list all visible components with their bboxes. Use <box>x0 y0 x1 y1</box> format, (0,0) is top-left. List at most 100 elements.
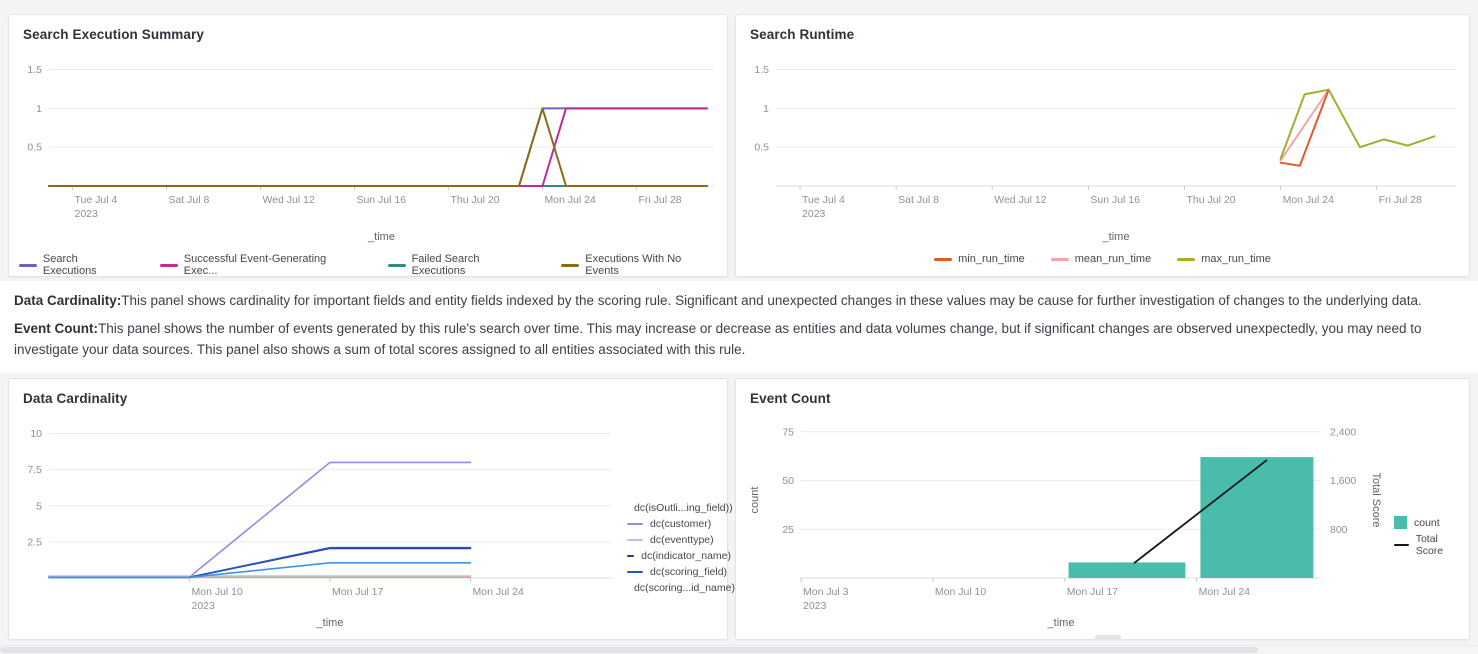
svg-text:Mon Jul 24: Mon Jul 24 <box>1283 194 1335 206</box>
legend-item-mean-run-time[interactable]: mean_run_time <box>1050 253 1151 265</box>
description-panel: Data Cardinality:This panel shows cardin… <box>0 281 1478 373</box>
svg-text:Fri Jul 28: Fri Jul 28 <box>638 194 681 206</box>
svg-text:Mon Jul 10: Mon Jul 10 <box>935 586 987 598</box>
panel-search-execution-summary: Search Execution Summary 0.5 1 1.5 Tue Jul … <box>8 14 728 277</box>
svg-text:Mon Jul 17: Mon Jul 17 <box>332 586 384 598</box>
legend-label: dc(indicator_name) <box>641 550 731 562</box>
svg-text:count: count <box>749 487 761 514</box>
panel-search-runtime: Search Runtime 0.5 1 1.5 Tue Jul 4 2023 Sat J… <box>735 14 1470 277</box>
svg-text:Wed Jul 12: Wed Jul 12 <box>994 194 1046 206</box>
legend-item-failed-executions[interactable]: Failed Search Executions <box>387 253 536 277</box>
panel-title: Search Runtime <box>750 27 855 42</box>
legend: Search Executions Successful Event-Gener… <box>19 253 717 277</box>
data-cardinality-description-text: This panel shows cardinality for importa… <box>121 293 1422 308</box>
legend-item-search-executions[interactable]: Search Executions <box>19 253 134 277</box>
series-swatch <box>934 257 953 261</box>
svg-text:Tue Jul 4: Tue Jul 4 <box>802 194 845 206</box>
svg-text:25: 25 <box>782 524 794 536</box>
legend-item-dc-scoring-field[interactable]: dc(scoring_field) <box>627 566 731 578</box>
legend: count Total Score <box>1394 516 1464 557</box>
svg-text:800: 800 <box>1330 524 1348 536</box>
svg-text:0.5: 0.5 <box>754 142 769 154</box>
svg-text:Sat Jul 8: Sat Jul 8 <box>898 194 939 206</box>
svg-text:7.5: 7.5 <box>27 464 42 476</box>
event-count-description-text: This panel shows the number of events ge… <box>14 320 1422 357</box>
panel-data-cardinality: Data Cardinality 2.5 5 7.5 10 Mon Jul 10 2023… <box>8 378 735 640</box>
event-count-description-label: Event Count: <box>14 320 98 336</box>
legend-item-min-run-time[interactable]: min_run_time <box>934 253 1025 265</box>
legend-label: dc(scoring...id_name) <box>634 582 735 594</box>
chart-area: 0.5 1 1.5 Tue Jul 4 2023 Sat Jul 8 Wed Jul 12 S… <box>746 46 1459 251</box>
legend-item-max-run-time[interactable]: max_run_time <box>1177 253 1271 265</box>
legend-item-total-score[interactable]: Total Score <box>1394 533 1464 557</box>
legend-item-dc-isoutlier[interactable]: dc(isOutli...ing_field)) <box>627 502 733 514</box>
data-cardinality-description-label: Data Cardinality: <box>14 293 122 308</box>
svg-text:Mon Jul 24: Mon Jul 24 <box>473 586 525 598</box>
legend-label: count <box>1414 516 1440 529</box>
series-swatch <box>1394 516 1407 529</box>
legend-label: Search Executions <box>42 253 97 277</box>
legend: min_run_time mean_run_time max_run_time <box>746 253 1459 265</box>
svg-text:Tue Jul 4: Tue Jul 4 <box>74 194 117 206</box>
data-cardinality-description: Data Cardinality:This panel shows cardin… <box>14 291 1462 312</box>
legend-label: Failed Search Executions <box>411 253 480 277</box>
legend-item-no-events[interactable]: Executions With No Events <box>561 253 717 277</box>
svg-text:Mon Jul 24: Mon Jul 24 <box>544 194 596 206</box>
series-swatch <box>627 522 643 526</box>
svg-text:2.5: 2.5 <box>27 536 42 548</box>
search-execution-summary-chart[interactable]: 0.5 1 1.5 Tue Jul 4 2023 Sat Jul 8 Wed Jul 12 S… <box>19 46 719 246</box>
legend: dc(isOutli...ing_field)) dc(customer) dc… <box>627 502 735 594</box>
legend-item-dc-eventtype[interactable]: dc(eventtype) <box>627 534 731 546</box>
event-count-chart[interactable]: 25 50 75 800 1,600 2,400 Mon Jul 3 2023 Mon Jul … <box>746 410 1426 632</box>
legend-label: dc(eventtype) <box>650 534 714 546</box>
svg-text:_time: _time <box>367 231 395 243</box>
panel-title: Search Execution Summary <box>23 27 204 42</box>
series-swatch <box>19 263 37 267</box>
svg-text:Mon Jul 17: Mon Jul 17 <box>1067 586 1119 598</box>
panel-scrollbar-thumb[interactable] <box>1095 635 1121 639</box>
svg-text:Sun Jul 16: Sun Jul 16 <box>356 194 406 206</box>
legend-item-dc-scoring-id-name[interactable]: dc(scoring...id_name) <box>627 582 735 594</box>
svg-text:2,400: 2,400 <box>1330 426 1356 438</box>
svg-text:Mon Jul 10: Mon Jul 10 <box>192 586 244 598</box>
legend-label: dc(isOutli...ing_field)) <box>634 502 733 514</box>
chart-area: 25 50 75 800 1,600 2,400 Mon Jul 3 2023 Mon Jul … <box>746 410 1459 637</box>
chart-area: 2.5 5 7.5 10 Mon Jul 10 2023 Mon Jul 17 Mon Jul… <box>19 410 735 637</box>
legend-item-count[interactable]: count <box>1394 516 1464 529</box>
svg-text:_time: _time <box>1102 231 1130 243</box>
svg-text:Thu Jul 20: Thu Jul 20 <box>1186 194 1235 206</box>
svg-text:1.5: 1.5 <box>754 64 769 76</box>
svg-text:_time: _time <box>1047 617 1075 629</box>
series-swatch <box>387 263 406 267</box>
series-swatch <box>627 538 643 542</box>
svg-text:2023: 2023 <box>192 600 216 612</box>
svg-text:1,600: 1,600 <box>1330 475 1356 487</box>
legend-label: dc(customer) <box>650 518 712 530</box>
legend-label: Successful Event-Generating Exec... <box>183 253 327 277</box>
legend-label: dc(scoring_field) <box>650 566 728 578</box>
svg-text:50: 50 <box>782 475 794 487</box>
horizontal-scrollbar-track[interactable] <box>0 645 1478 653</box>
legend-item-dc-customer[interactable]: dc(customer) <box>627 518 731 530</box>
data-cardinality-chart[interactable]: 2.5 5 7.5 10 Mon Jul 10 2023 Mon Jul 17 Mon Jul… <box>19 410 619 632</box>
svg-text:2023: 2023 <box>74 208 98 220</box>
svg-text:75: 75 <box>782 426 794 438</box>
horizontal-scrollbar-thumb[interactable] <box>0 647 1258 653</box>
legend-item-dc-indicator-name[interactable]: dc(indicator_name) <box>627 550 731 562</box>
svg-text:_time: _time <box>316 617 344 629</box>
series-swatch <box>1050 257 1069 261</box>
svg-text:Sat Jul 8: Sat Jul 8 <box>168 194 209 206</box>
svg-text:1.5: 1.5 <box>27 64 42 76</box>
legend-label: max_run_time <box>1201 253 1271 265</box>
legend-item-successful-executions[interactable]: Successful Event-Generating Exec... <box>159 253 362 277</box>
legend-label: min_run_time <box>958 253 1025 265</box>
panel-title: Event Count <box>750 391 831 406</box>
svg-text:0.5: 0.5 <box>27 142 42 154</box>
series-swatch <box>561 263 580 267</box>
search-runtime-chart[interactable]: 0.5 1 1.5 Tue Jul 4 2023 Sat Jul 8 Wed Jul 12 S… <box>746 46 1461 246</box>
chart-area: 0.5 1 1.5 Tue Jul 4 2023 Sat Jul 8 Wed Jul 12 S… <box>19 46 717 251</box>
svg-text:2023: 2023 <box>802 208 826 220</box>
series-swatch <box>1177 257 1196 261</box>
legend-label: Total Score <box>1415 533 1444 557</box>
